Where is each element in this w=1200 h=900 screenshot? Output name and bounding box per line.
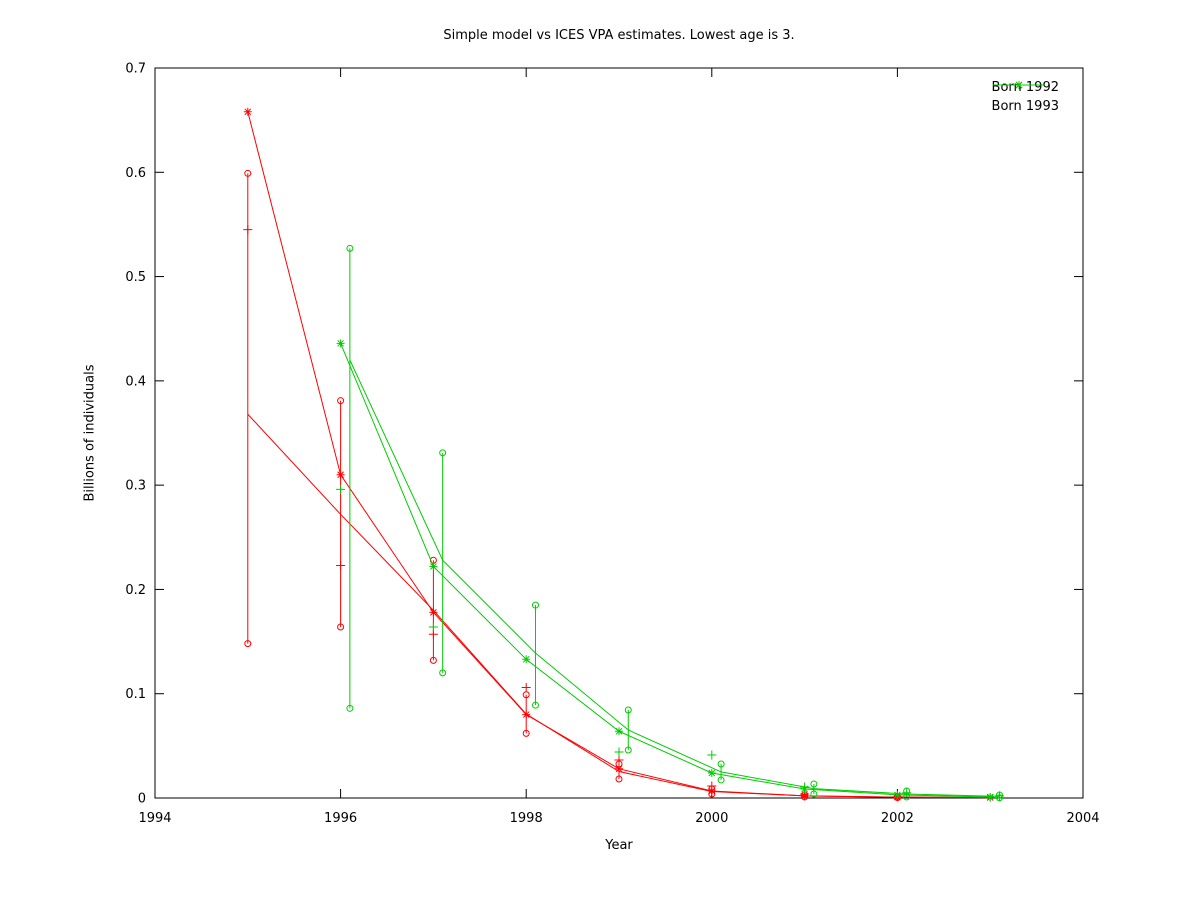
plus-marker-born-1993 bbox=[902, 788, 912, 798]
series-born-1993 bbox=[336, 244, 1004, 802]
plus-marker-born-1993 bbox=[614, 747, 624, 757]
asterisk-marker-born-1993 bbox=[336, 339, 345, 348]
plus-marker-born-1993 bbox=[336, 484, 346, 494]
legend-sample-asterisk-marker bbox=[1014, 81, 1023, 89]
x-tick-label: 1998 bbox=[510, 811, 543, 826]
vpa-line-born-1993 bbox=[349, 359, 1000, 797]
x-tick-label: 2002 bbox=[881, 811, 914, 826]
y-tick-label: 0.1 bbox=[125, 687, 146, 702]
asterisk-marker-born-1993 bbox=[893, 790, 902, 799]
x-tick-label: 2000 bbox=[695, 811, 728, 826]
x-tick-label: 1994 bbox=[138, 811, 171, 826]
asterisk-marker-born-1993 bbox=[986, 792, 995, 801]
asterisk-marker-born-1992 bbox=[522, 710, 531, 719]
x-tick-label: 2004 bbox=[1066, 811, 1099, 826]
plus-marker-born-1993 bbox=[994, 791, 1004, 801]
legend-line-sample bbox=[992, 81, 1045, 89]
legend: Born 1992 Born 1993 bbox=[992, 78, 1069, 116]
plus-marker-born-1992 bbox=[614, 755, 624, 765]
y-tick-label: 0 bbox=[138, 792, 146, 807]
errorbar-low-point-born-1993 bbox=[624, 746, 632, 754]
errorbar-high-point-born-1993 bbox=[439, 449, 447, 457]
plus-marker-born-1993 bbox=[707, 750, 717, 760]
chart-title: Simple model vs ICES VPA estimates. Lowe… bbox=[443, 28, 795, 43]
y-tick-label: 0.3 bbox=[125, 479, 146, 494]
y-tick-label: 0.7 bbox=[125, 62, 146, 77]
series-born-1992 bbox=[243, 107, 995, 802]
plus-marker-born-1992 bbox=[243, 225, 253, 235]
errorbar-low-point-born-1993 bbox=[810, 790, 818, 798]
errorbar-high-point-born-1993 bbox=[531, 601, 539, 609]
errorbar-high-point-born-1993 bbox=[717, 760, 725, 768]
errorbar-low-point-born-1992 bbox=[429, 656, 437, 664]
asterisk-marker-born-1993 bbox=[429, 562, 438, 571]
asterisk-marker-born-1992 bbox=[243, 107, 252, 116]
legend-item-born-1993: Born 1993 bbox=[991, 81, 1069, 116]
asterisk-marker-born-1992 bbox=[429, 608, 438, 617]
errorbar-low-point-born-1992 bbox=[244, 640, 252, 648]
errorbar-low-point-born-1992 bbox=[615, 775, 623, 783]
model-line-born-1993 bbox=[340, 343, 991, 798]
asterisk-marker-born-1992 bbox=[336, 470, 345, 479]
asterisk-marker-born-1993 bbox=[800, 785, 809, 794]
errorbar-low-point-born-1992 bbox=[522, 729, 530, 737]
errorbar-low-point-born-1993 bbox=[439, 669, 447, 677]
plus-marker-born-1992 bbox=[336, 560, 346, 570]
asterisk-marker-born-1992 bbox=[707, 787, 716, 796]
errorbar-low-point-born-1993 bbox=[346, 704, 354, 712]
plus-marker-born-1992 bbox=[521, 682, 531, 692]
x-axis-label: Year bbox=[605, 838, 633, 853]
errorbar-high-point-born-1993 bbox=[810, 780, 818, 788]
errorbar-high-point-born-1992 bbox=[244, 169, 252, 177]
plus-marker-born-1993 bbox=[428, 622, 438, 632]
y-tick-label: 0.2 bbox=[125, 583, 146, 598]
vpa-line-born-1992 bbox=[247, 413, 991, 799]
errorbar-low-point-born-1993 bbox=[717, 776, 725, 784]
asterisk-marker-born-1992 bbox=[800, 791, 809, 800]
asterisk-marker-born-1993 bbox=[522, 655, 531, 664]
errorbar-high-point-born-1993 bbox=[624, 706, 632, 714]
errorbar-low-point-born-1993 bbox=[531, 701, 539, 709]
asterisk-marker-born-1993 bbox=[615, 727, 623, 736]
y-tick-label: 0.6 bbox=[125, 166, 146, 181]
model-line-born-1992 bbox=[247, 111, 991, 799]
legend-label: Born 1993 bbox=[991, 99, 1059, 114]
plot-border bbox=[154, 67, 1084, 799]
errorbar-high-point-born-1993 bbox=[346, 244, 354, 252]
legend-label: Born 1992 bbox=[991, 80, 1059, 95]
errorbar-high-point-born-1992 bbox=[337, 397, 345, 405]
errorbar-low-point-born-1992 bbox=[337, 623, 345, 631]
asterisk-marker-born-1993 bbox=[707, 768, 716, 777]
y-tick-label: 0.4 bbox=[125, 374, 146, 389]
asterisk-marker-born-1992 bbox=[615, 764, 623, 773]
y-tick-label: 0.5 bbox=[125, 270, 146, 285]
x-tick-label: 1996 bbox=[324, 811, 357, 826]
